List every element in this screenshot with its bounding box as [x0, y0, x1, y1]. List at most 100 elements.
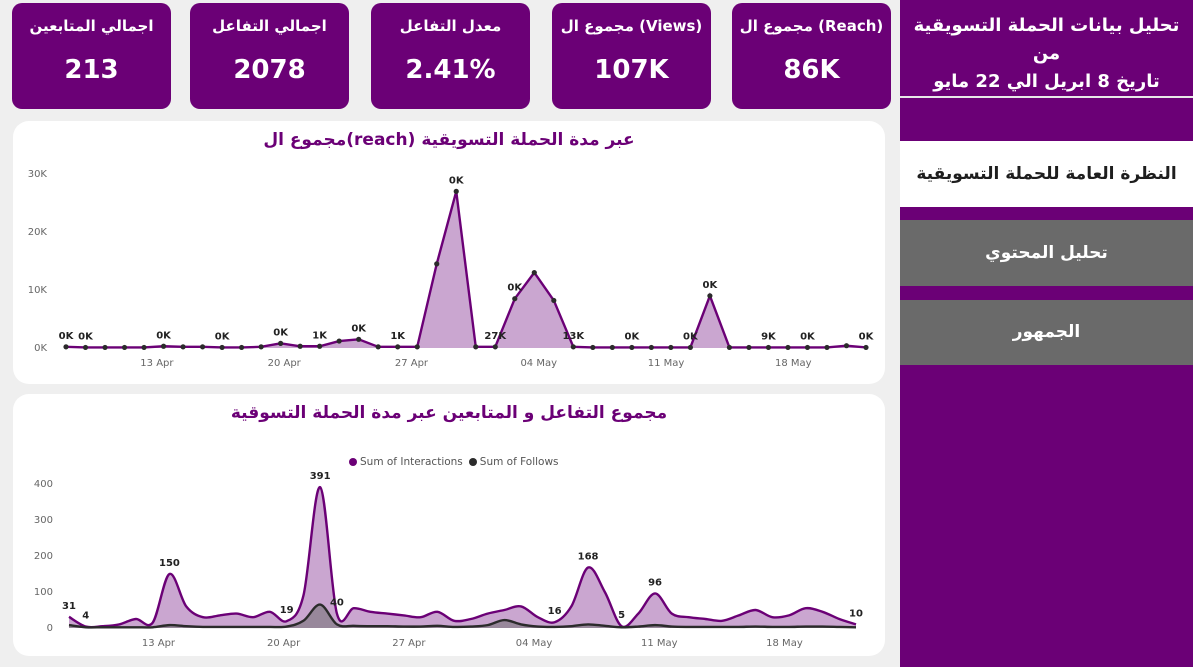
data-point	[590, 344, 596, 351]
data-point	[512, 296, 518, 302]
data-label: 0K	[800, 331, 816, 342]
data-point	[843, 343, 850, 349]
y-tick-label: 0K	[34, 343, 47, 354]
data-point	[180, 344, 186, 350]
legend-dot-icon	[468, 458, 477, 466]
data-label: 13K	[562, 331, 585, 342]
sidebar-divider	[900, 96, 1193, 98]
engagement-chart-panel: مجموع التفاعل و المتابعين عبر مدة الحملة…	[13, 394, 885, 656]
data-point	[63, 344, 69, 350]
kpi-value: 2.41%	[405, 55, 496, 85]
data-point	[102, 344, 108, 351]
data-label: 0K	[703, 280, 719, 291]
data-point	[434, 261, 440, 267]
nav-overview-button[interactable]: النظرة العامة للحملة التسويقية	[900, 141, 1193, 207]
data-point	[453, 188, 459, 194]
data-label: 40	[330, 598, 344, 609]
data-point	[570, 344, 576, 350]
data-point	[219, 344, 225, 351]
nav-content-analysis-button[interactable]: تحليل المحتوي	[900, 220, 1193, 286]
series-line	[68, 486, 857, 629]
data-point	[375, 344, 381, 350]
reach-chart-panel: مجموع ال(reach) عبر مدة الحملة التسويقية…	[13, 113, 933, 384]
data-point	[239, 344, 245, 351]
data-label: 168	[578, 552, 599, 563]
data-label: 0K	[273, 327, 289, 338]
data-point	[687, 344, 693, 351]
engagement-area-chart[interactable]: 0 100 200 300 400 13 Apr 20 Apr 27 Apr 04 May 11 …	[13, 394, 885, 656]
data-point	[629, 344, 635, 351]
kpi-label: معدل التفاعل	[399, 17, 502, 35]
data-point	[297, 343, 303, 349]
x-tick-label: 11 May	[648, 358, 685, 369]
y-tick-label: 200	[34, 551, 53, 562]
data-point	[785, 344, 791, 351]
legend-label: Sum of Follows	[479, 456, 559, 468]
data-label: 0K	[351, 323, 367, 334]
kpi-value: 86K	[783, 55, 840, 85]
data-point	[824, 344, 830, 351]
data-point	[160, 343, 167, 349]
data-point	[414, 344, 420, 350]
engagement-chart-title: مجموع التفاعل و المتابعين عبر مدة الحملة…	[230, 403, 668, 423]
data-point	[82, 344, 89, 351]
data-label: 0K	[59, 331, 75, 342]
legend-label: Sum of Interactions	[360, 456, 463, 468]
data-label: 19	[280, 605, 294, 616]
data-label: 27K	[484, 331, 507, 342]
legend-dot-icon	[349, 458, 357, 466]
data-label: 0K	[215, 331, 231, 342]
data-point	[746, 344, 752, 351]
data-label: 16	[548, 606, 562, 617]
data-point	[609, 344, 615, 351]
y-tick-label: 30K	[28, 169, 48, 180]
kpi-card-total-followers: اجمالي المتابعين 213	[12, 3, 171, 109]
dashboard-title-line2: تاريخ 8 ابريل الي 22 مايو	[933, 71, 1160, 92]
x-tick-label: 27 Apr	[392, 638, 426, 649]
kpi-card-engagement-rate: معدل التفاعل 2.41%	[371, 3, 530, 109]
data-label: 0K	[683, 331, 699, 342]
kpi-value: 107K	[594, 55, 669, 85]
data-point	[317, 343, 323, 349]
x-tick-label: 11 May	[641, 638, 678, 649]
reach-chart-title: مجموع ال(reach) عبر مدة الحملة التسويقية	[263, 130, 635, 150]
x-tick-label: 18 May	[766, 638, 803, 649]
nav-audience-button[interactable]: الجمهور	[900, 300, 1193, 365]
data-point	[356, 336, 362, 342]
series-line	[65, 191, 867, 349]
data-point	[473, 344, 479, 350]
kpi-label: مجموع ال (Reach)	[739, 17, 884, 35]
dashboard-title-line1: تحليل بيانات الحملة التسويقية من	[913, 15, 1180, 64]
series-line	[68, 603, 857, 629]
reach-area-chart[interactable]: 0K 10K 20K 30K 13 Apr 20 Apr 27 Apr 04 May 11 Ma…	[13, 113, 933, 384]
data-point	[804, 344, 811, 351]
data-point	[141, 344, 147, 351]
data-label: 5	[618, 610, 625, 621]
chart-legend: Sum of Interactions Sum of Follows	[349, 456, 559, 468]
data-point	[668, 344, 674, 351]
kpi-card-views: مجموع ال (Views) 107K	[552, 3, 711, 109]
y-tick-label: 10K	[28, 285, 48, 296]
y-tick-label: 300	[34, 515, 53, 526]
legend-item-interactions[interactable]: Sum of Interactions	[349, 456, 463, 468]
x-tick-label: 13 Apr	[142, 638, 176, 649]
data-label: 1K	[390, 331, 406, 342]
data-label: 0K	[859, 331, 875, 342]
y-tick-label: 20K	[28, 227, 48, 238]
y-tick-label: 0	[47, 623, 53, 634]
x-tick-label: 20 Apr	[267, 638, 301, 649]
kpi-label: اجمالي المتابعين	[29, 17, 154, 35]
data-label: 4	[82, 611, 89, 622]
data-label: 9K	[761, 331, 777, 342]
data-label: 391	[310, 471, 331, 482]
kpi-card-total-interactions: اجمالي التفاعل 2078	[190, 3, 349, 109]
kpi-label: مجموع ال (Views)	[560, 17, 703, 35]
data-point	[278, 340, 284, 346]
kpi-value: 2078	[233, 55, 306, 85]
legend-item-follows[interactable]: Sum of Follows	[468, 456, 559, 468]
x-tick-label: 18 May	[775, 358, 812, 369]
data-point	[863, 344, 869, 351]
data-point	[121, 344, 128, 351]
data-point	[648, 344, 654, 351]
data-point	[726, 344, 733, 351]
